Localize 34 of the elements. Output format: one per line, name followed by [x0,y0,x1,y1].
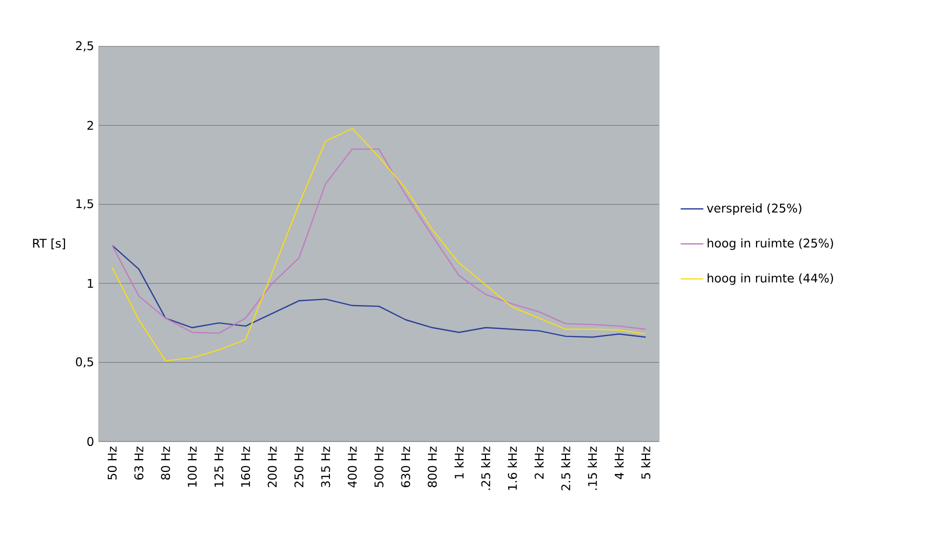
x-tick-label: 160 Hz [241,446,250,487]
x-tick-label: 100 Hz [188,446,197,487]
y-tick-label: 1 [88,278,94,288]
x-tick-label: 5 kHz [641,446,650,479]
y-axis-title: RT [s] [33,238,66,250]
x-tick-label: 63 Hz [134,446,144,480]
legend-label: verspreid (25%) [706,203,802,215]
line-series [112,244,646,338]
x-tick-label: 250 Hz [294,446,304,487]
x-tick-label: 630 Hz [401,446,410,488]
x-tick-label: 125 Hz [214,446,224,487]
y-tick-label: 2 [87,120,93,130]
x-tick-label: 2 kHz [534,446,544,479]
x-tick-label: 400 Hz [348,446,357,488]
legend-label: hoog in ruimte (44%) [708,273,834,285]
x-tick-label: .25 kHz [481,446,490,490]
x-tick-label: 1.6 kHz [508,446,517,490]
x-tick-label: 800 Hz [428,446,437,488]
x-tick-label: 1 kHz [454,446,464,478]
x-tick-label: 2.5 kHz [561,446,570,490]
y-tick-label: 1,5 [76,199,94,210]
y-tick-label: 0 [87,436,94,446]
y-tick-label: 0,5 [76,357,94,368]
x-tick-label: 200 Hz [268,446,277,487]
line-series [112,128,646,362]
x-tick-label: 50 Hz [108,446,117,480]
x-tick-label: .15 kHz [588,446,597,490]
y-tick-label: 2,5 [76,41,94,52]
x-tick-label: 500 Hz [374,446,384,487]
x-tick-label: 4 kHz [614,446,624,479]
x-tick-label: 315 Hz [321,446,330,487]
legend-label: hoog in ruimte (25%) [708,238,834,250]
x-tick-label: 80 Hz [161,446,170,480]
line-series [112,148,646,334]
